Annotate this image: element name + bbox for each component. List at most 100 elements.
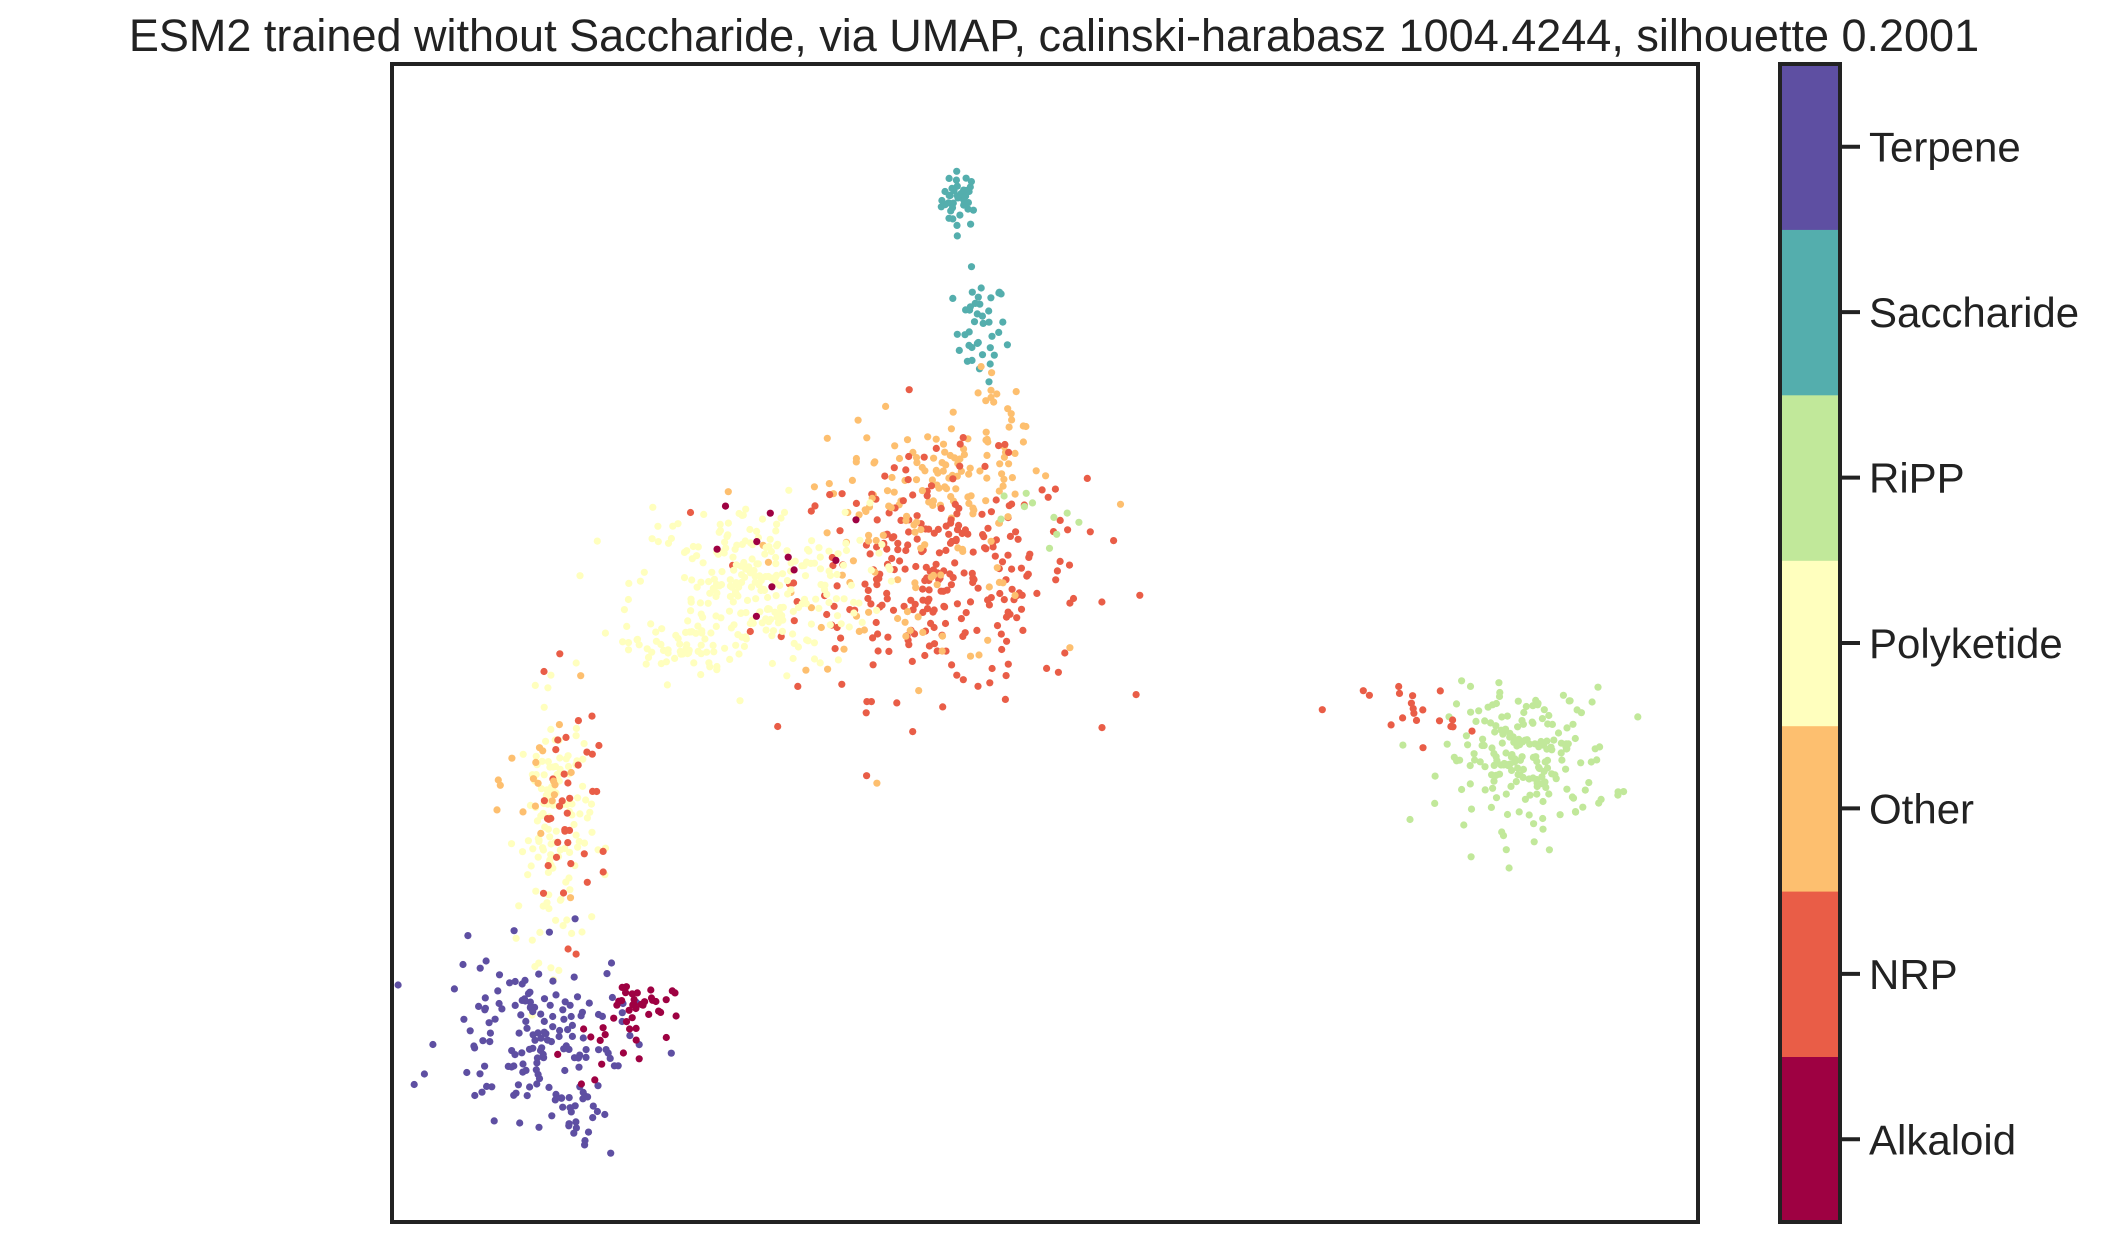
point-nrp xyxy=(953,671,961,679)
point-ripp xyxy=(1495,692,1504,701)
point-saccharide xyxy=(999,318,1007,326)
point-nrp xyxy=(992,496,1000,504)
point-polyketide xyxy=(556,754,564,762)
colorbar-segment-terpene xyxy=(1780,64,1840,230)
point-polyketide xyxy=(778,570,787,578)
point-nrp xyxy=(953,510,961,518)
point-polyketide xyxy=(636,577,645,585)
point-other xyxy=(919,628,927,637)
point-nrp xyxy=(1019,626,1027,635)
point-ripp xyxy=(1529,719,1537,727)
point-saccharide xyxy=(953,330,961,338)
point-nrp xyxy=(930,623,938,632)
point-nrp xyxy=(921,651,929,660)
point-ripp xyxy=(1511,755,1519,763)
point-nrp xyxy=(564,839,572,847)
point-alkaloid xyxy=(632,1024,640,1032)
point-ripp xyxy=(1585,779,1593,787)
point-other xyxy=(987,537,995,545)
point-nrp xyxy=(951,559,959,567)
point-other xyxy=(519,808,527,816)
point-other xyxy=(566,894,575,902)
point-terpene xyxy=(522,1066,530,1074)
point-nrp xyxy=(920,453,928,461)
point-nrp xyxy=(998,645,1006,654)
point-terpene xyxy=(557,1094,566,1102)
point-polyketide xyxy=(544,868,553,877)
point-nrp xyxy=(953,526,962,534)
point-other xyxy=(891,442,899,450)
point-nrp xyxy=(980,533,988,541)
point-nrp xyxy=(1003,637,1011,645)
point-polyketide xyxy=(847,581,856,589)
point-polyketide xyxy=(532,887,540,895)
point-other xyxy=(913,459,921,467)
point-alkaloid xyxy=(784,553,792,561)
point-polyketide xyxy=(778,627,787,636)
point-nrp xyxy=(978,510,986,518)
point-polyketide xyxy=(873,606,881,615)
point-ripp xyxy=(1571,808,1580,816)
point-terpene xyxy=(576,1051,584,1059)
point-ripp xyxy=(1491,728,1499,736)
point-polyketide xyxy=(794,603,803,612)
point-polyketide xyxy=(725,607,734,615)
point-polyketide xyxy=(769,627,778,635)
point-other xyxy=(975,651,983,659)
point-polyketide xyxy=(625,579,633,588)
point-nrp xyxy=(909,728,917,736)
point-nrp xyxy=(1013,614,1021,622)
point-terpene xyxy=(511,977,519,986)
point-terpene xyxy=(602,1046,610,1054)
point-polyketide xyxy=(774,619,783,627)
point-ripp xyxy=(1471,756,1479,764)
point-nrp xyxy=(1436,687,1444,695)
point-nrp xyxy=(946,570,954,578)
point-terpene xyxy=(482,957,490,965)
point-terpene xyxy=(494,987,502,995)
point-polyketide xyxy=(740,642,749,651)
point-alkaloid xyxy=(630,995,638,1004)
point-nrp xyxy=(567,860,575,868)
point-polyketide xyxy=(748,555,756,563)
colorbar: Alkaloid NRP Other Polyketide RiPP Saccharide… xyxy=(1778,62,2079,1224)
point-saccharide xyxy=(953,221,961,229)
point-other xyxy=(1005,423,1013,431)
point-polyketide xyxy=(766,535,774,543)
point-other xyxy=(872,536,880,545)
point-ripp xyxy=(1562,765,1570,773)
point-nrp xyxy=(941,619,950,628)
point-ripp xyxy=(997,515,1005,523)
point-polyketide xyxy=(697,671,705,679)
point-polyketide xyxy=(742,633,750,641)
point-polyketide xyxy=(570,820,578,829)
point-terpene xyxy=(485,1019,493,1027)
point-ripp xyxy=(1519,765,1527,774)
point-nrp xyxy=(866,550,874,558)
point-other xyxy=(921,467,929,475)
point-ripp xyxy=(1550,736,1558,744)
point-terpene xyxy=(532,1066,540,1074)
point-nrp xyxy=(1069,594,1078,603)
point-nrp xyxy=(829,562,837,570)
point-polyketide xyxy=(858,618,866,627)
point-polyketide xyxy=(758,515,767,523)
point-nrp xyxy=(1004,660,1012,668)
point-polyketide xyxy=(762,543,770,552)
point-nrp xyxy=(790,617,798,625)
point-polyketide xyxy=(825,598,833,607)
point-other xyxy=(929,571,938,580)
point-polyketide xyxy=(601,629,610,637)
point-ripp xyxy=(1481,763,1489,771)
point-polyketide xyxy=(878,540,886,549)
point-alkaloid xyxy=(632,1036,640,1044)
point-ripp xyxy=(1519,720,1527,728)
point-nrp xyxy=(1419,706,1427,714)
point-nrp xyxy=(1054,668,1062,676)
point-ripp xyxy=(1045,544,1054,552)
point-terpene xyxy=(464,932,472,940)
point-ripp xyxy=(1431,799,1439,808)
point-other xyxy=(993,564,1001,572)
point-polyketide xyxy=(842,546,851,555)
point-terpene xyxy=(559,1006,567,1014)
